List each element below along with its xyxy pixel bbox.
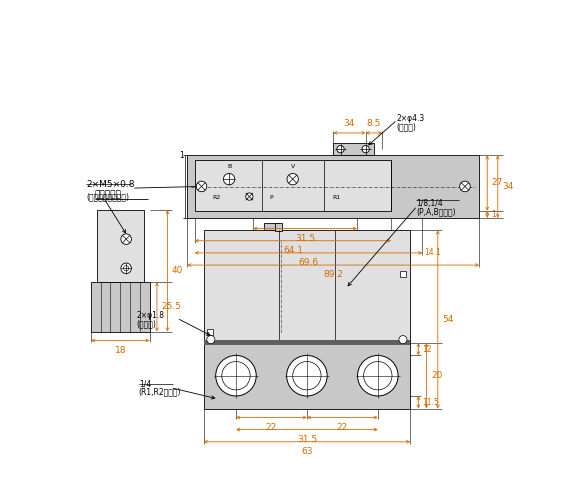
Text: 2×φ4.3: 2×φ4.3 bbox=[396, 114, 424, 124]
Circle shape bbox=[196, 181, 207, 192]
Polygon shape bbox=[400, 271, 406, 277]
Text: (呼吸穴): (呼吸穴) bbox=[136, 319, 157, 328]
Polygon shape bbox=[275, 224, 282, 230]
Circle shape bbox=[121, 263, 131, 274]
Text: P: P bbox=[270, 196, 273, 200]
Circle shape bbox=[287, 174, 298, 185]
Text: 27: 27 bbox=[491, 178, 503, 188]
Text: (パイロットポート): (パイロットポート) bbox=[86, 192, 129, 202]
Circle shape bbox=[124, 266, 129, 271]
Text: 31.5: 31.5 bbox=[295, 234, 315, 243]
Polygon shape bbox=[187, 155, 479, 218]
Circle shape bbox=[357, 356, 398, 396]
Polygon shape bbox=[207, 328, 213, 335]
Circle shape bbox=[245, 193, 253, 200]
Circle shape bbox=[362, 146, 369, 153]
Polygon shape bbox=[91, 282, 150, 332]
Text: 1: 1 bbox=[180, 150, 184, 160]
Text: 12: 12 bbox=[423, 344, 432, 354]
Text: 34: 34 bbox=[344, 118, 355, 128]
Text: 1/4: 1/4 bbox=[139, 380, 151, 388]
Text: 34: 34 bbox=[502, 182, 513, 191]
Text: 89.2: 89.2 bbox=[323, 270, 343, 280]
Text: 63: 63 bbox=[301, 447, 312, 456]
Text: 8.5: 8.5 bbox=[367, 118, 381, 128]
Text: V: V bbox=[290, 164, 295, 168]
Text: 25.5: 25.5 bbox=[161, 302, 181, 312]
Polygon shape bbox=[203, 343, 410, 408]
Text: 1/8,1/4: 1/8,1/4 bbox=[416, 200, 443, 208]
Circle shape bbox=[337, 146, 344, 153]
Text: (P,A,Bポート): (P,A,Bポート) bbox=[416, 208, 456, 216]
Text: 22: 22 bbox=[266, 422, 277, 432]
Polygon shape bbox=[264, 223, 279, 230]
Text: 54: 54 bbox=[442, 315, 454, 324]
Polygon shape bbox=[203, 340, 410, 345]
Text: 64.1: 64.1 bbox=[283, 246, 303, 255]
Circle shape bbox=[216, 356, 257, 396]
Text: 2×φ1.8: 2×φ1.8 bbox=[136, 311, 164, 320]
Text: B: B bbox=[227, 164, 231, 168]
Text: R1: R1 bbox=[332, 196, 340, 200]
Text: 40: 40 bbox=[171, 266, 183, 275]
Text: 1: 1 bbox=[491, 210, 496, 219]
Text: (R1,R2ポート): (R1,R2ポート) bbox=[139, 388, 181, 397]
Text: 69.6: 69.6 bbox=[298, 258, 318, 267]
Text: 14.1: 14.1 bbox=[424, 248, 441, 258]
Text: 11.5: 11.5 bbox=[423, 398, 439, 406]
Text: 18: 18 bbox=[114, 346, 126, 354]
Circle shape bbox=[459, 181, 470, 192]
Text: 22: 22 bbox=[337, 422, 348, 432]
Circle shape bbox=[207, 336, 215, 344]
Polygon shape bbox=[333, 143, 374, 155]
Circle shape bbox=[223, 174, 235, 185]
Circle shape bbox=[121, 234, 131, 244]
Text: マニュアル: マニュアル bbox=[95, 190, 122, 199]
Polygon shape bbox=[203, 230, 410, 343]
Text: 20: 20 bbox=[431, 371, 442, 380]
Circle shape bbox=[399, 336, 407, 344]
Text: 2×M5×0.8: 2×M5×0.8 bbox=[86, 180, 135, 188]
Text: R2: R2 bbox=[213, 196, 221, 200]
Polygon shape bbox=[195, 160, 391, 211]
Circle shape bbox=[287, 356, 327, 396]
Polygon shape bbox=[97, 210, 143, 282]
Text: 31.5: 31.5 bbox=[297, 435, 317, 444]
Text: (取付用): (取付用) bbox=[396, 122, 416, 132]
